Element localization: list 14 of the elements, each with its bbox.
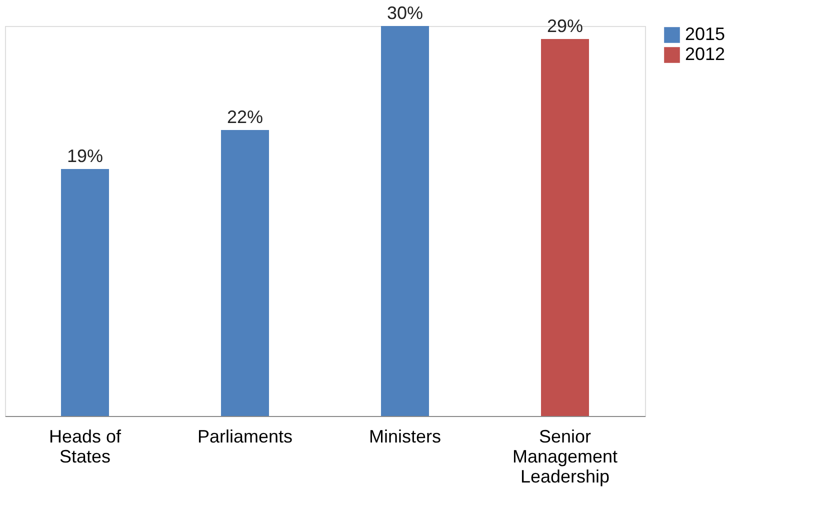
x-tick-label: Senior Management Leadership: [512, 426, 618, 486]
bar: [381, 26, 429, 416]
bar: [221, 130, 269, 416]
x-tick-label: Ministers: [368, 426, 442, 446]
data-label: 19%: [66, 146, 104, 166]
data-label: 30%: [386, 3, 424, 23]
x-tick-label: Heads of States: [48, 426, 122, 466]
data-label: 29%: [546, 16, 584, 36]
legend-label: 2012: [685, 44, 726, 64]
bar: [61, 169, 109, 416]
x-tick-label: Parliaments: [197, 426, 293, 446]
legend-label: 2015: [685, 24, 726, 44]
bar: [541, 39, 589, 416]
data-label: 22%: [226, 107, 264, 127]
